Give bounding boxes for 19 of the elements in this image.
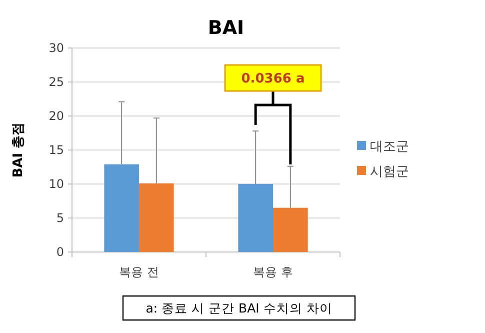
x-tick-label: 복용 전 [119,265,159,279]
annotation: 0.0366 a [241,72,305,87]
y-tick-label: 10 [48,177,64,192]
y-tick-label: 15 [48,143,64,158]
bar [104,164,139,252]
y-tick-label: 0 [56,245,64,260]
x-tick-label: 복용 후 [253,265,293,279]
y-tick-label: 25 [48,75,64,90]
bar [273,208,308,252]
y-tick-label: 30 [48,41,64,56]
y-tick-label: 20 [48,109,64,124]
y-axis-title: BAI 총점 [11,122,26,178]
y-tick-label: 5 [56,211,64,226]
text: a: 종료 시 군간 BAI 수치의 차이 [146,300,332,316]
chart-title: BAI [208,17,244,39]
legend-label: 대조군 [370,140,409,155]
legend-label: 시험군 [370,164,409,180]
bar [139,183,174,252]
bar [238,184,273,252]
